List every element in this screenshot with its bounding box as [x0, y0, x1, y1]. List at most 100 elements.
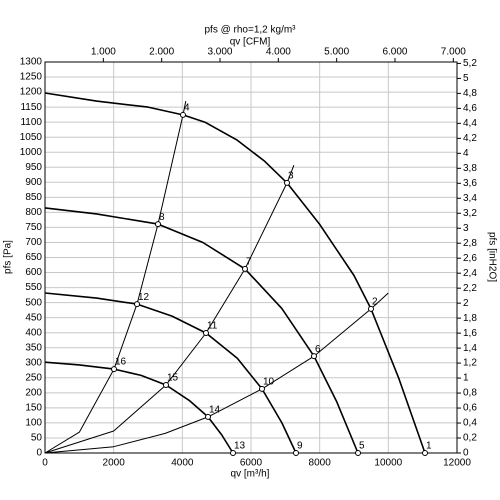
point-label: 12 — [138, 292, 150, 303]
point-label: 13 — [234, 441, 246, 452]
y2-tick-label: 2,4 — [463, 268, 477, 279]
point-label: 7 — [246, 257, 252, 268]
point-label: 11 — [207, 321, 218, 332]
y2-tick-label: 2,2 — [463, 283, 477, 294]
y2-tick-label: 4,4 — [463, 118, 477, 129]
operating-point — [258, 385, 265, 392]
y2-axis-label: pfs [inH2O] — [486, 232, 497, 282]
x-tick-label: 8000 — [309, 458, 332, 469]
y2-tick-label: 3,2 — [463, 208, 477, 219]
x-tick-label: 10000 — [374, 458, 402, 469]
operating-point — [284, 179, 291, 186]
y-tick-label: 250 — [25, 372, 42, 383]
y-tick-label: 500 — [25, 297, 42, 308]
y2-tick-label: 2 — [463, 298, 469, 309]
y2-tick-label: 2,6 — [463, 253, 477, 264]
y-tick-label: 1100 — [20, 117, 42, 128]
y2-tick-label: 5 — [463, 73, 469, 84]
point-label: 3 — [288, 171, 294, 182]
x-tick-label: 6000 — [240, 458, 263, 469]
y-tick-label: 1150 — [20, 102, 42, 113]
y-tick-label: 1000 — [20, 147, 43, 158]
x2-tick-label: 6.000 — [382, 47, 407, 58]
x2-axis-label: qv [CFM] — [230, 37, 271, 48]
y-tick-label: 300 — [25, 357, 42, 368]
operating-point — [179, 111, 186, 118]
y2-tick-label: 3,6 — [463, 178, 477, 189]
y2-tick-label: 5,2 — [463, 58, 477, 69]
operating-point — [202, 329, 209, 336]
y-tick-label: 200 — [25, 387, 42, 398]
x-tick-label: 0 — [42, 458, 48, 469]
y-tick-label: 550 — [25, 282, 42, 293]
operating-point — [241, 265, 248, 272]
y2-tick-label: 4,2 — [463, 133, 477, 144]
y2-tick-label: 0,4 — [463, 418, 477, 429]
y2-tick-label: 4 — [463, 148, 469, 159]
operating-point — [205, 413, 212, 420]
y-tick-label: 850 — [25, 192, 42, 203]
x2-tick-label: 5.000 — [324, 47, 349, 58]
operating-point — [134, 301, 141, 308]
operating-point — [111, 366, 118, 373]
operating-point — [162, 382, 169, 389]
y-tick-label: 600 — [25, 267, 42, 278]
point-label: 8 — [159, 212, 165, 223]
y-tick-label: 400 — [25, 327, 42, 338]
x-axis-label: qv [m³/h] — [231, 469, 270, 480]
y-tick-label: 800 — [25, 207, 42, 218]
operating-point — [422, 450, 429, 456]
y-tick-label: 750 — [25, 222, 42, 233]
x2-tick-label: 1.000 — [91, 47, 116, 58]
y2-tick-label: 1 — [463, 373, 469, 384]
y-tick-label: 700 — [25, 237, 42, 248]
y-tick-label: 100 — [25, 418, 42, 429]
x-tick-label: 2000 — [103, 458, 126, 469]
point-label: 4 — [184, 103, 190, 114]
y-axis-label: pfs [Pa] — [3, 240, 14, 274]
y-tick-label: 1300 — [20, 57, 43, 68]
point-label: 5 — [359, 441, 365, 452]
point-label: 6 — [315, 344, 321, 355]
y-tick-label: 950 — [25, 162, 42, 173]
point-label: 2 — [372, 297, 378, 308]
y2-tick-label: 2,8 — [463, 238, 477, 249]
curve — [44, 292, 389, 454]
point-label: 15 — [167, 373, 179, 384]
y2-tick-label: 4,6 — [463, 103, 477, 114]
y2-tick-label: 1,4 — [463, 343, 477, 354]
y-tick-label: 350 — [25, 342, 42, 353]
y-tick-label: 900 — [25, 177, 42, 188]
point-label: 1 — [426, 441, 432, 452]
operating-point — [230, 450, 237, 456]
x2-tick-label: 3.000 — [207, 47, 232, 58]
y-tick-label: 650 — [25, 252, 42, 263]
operating-point — [355, 450, 362, 456]
y-tick-label: 1050 — [20, 132, 43, 143]
y-tick-label: 1250 — [20, 72, 43, 83]
operating-point — [311, 353, 318, 360]
plot-frame — [44, 61, 458, 454]
y2-tick-label: 1,6 — [463, 328, 477, 339]
y2-tick-label: 0,2 — [463, 433, 477, 444]
y2-tick-label: 3 — [463, 223, 469, 234]
x-tick-label: 4000 — [171, 458, 194, 469]
y2-tick-label: 0,6 — [463, 403, 477, 414]
y-tick-label: 450 — [25, 312, 42, 323]
operating-point — [293, 450, 300, 456]
y2-tick-label: 0,8 — [463, 388, 477, 399]
curve — [44, 101, 187, 454]
operating-point — [154, 221, 161, 228]
point-label: 10 — [263, 377, 275, 388]
point-label: 9 — [297, 441, 303, 452]
y2-tick-label: 3,8 — [463, 163, 477, 174]
y2-tick-label: 4,8 — [463, 88, 477, 99]
x-tick-label: 12000 — [443, 458, 471, 469]
x2-tick-label: 7.000 — [441, 47, 466, 58]
y-tick-label: 50 — [31, 433, 43, 444]
x2-tick-label: 4.000 — [266, 47, 291, 58]
y2-tick-label: 1,2 — [463, 358, 477, 369]
y-tick-label: 150 — [25, 403, 42, 414]
curve — [44, 165, 295, 454]
